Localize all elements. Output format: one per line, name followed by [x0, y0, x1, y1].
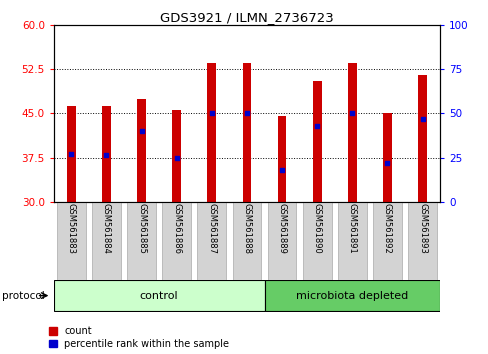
Bar	[407, 202, 436, 280]
Point	[207, 110, 215, 116]
Text: GSM561884: GSM561884	[102, 203, 111, 254]
Point	[243, 110, 250, 116]
Text: GSM561888: GSM561888	[242, 203, 251, 254]
Text: microbiota depleted: microbiota depleted	[296, 291, 407, 301]
Bar	[347, 63, 356, 202]
Bar	[54, 280, 264, 311]
Bar	[197, 202, 226, 280]
Bar	[92, 202, 121, 280]
Bar	[382, 113, 391, 202]
Text: GSM561892: GSM561892	[382, 203, 391, 254]
Point	[67, 151, 75, 157]
Text: protocol: protocol	[2, 291, 45, 301]
Text: GSM561893: GSM561893	[417, 203, 426, 254]
Bar	[337, 202, 366, 280]
Legend: count, percentile rank within the sample: count, percentile rank within the sample	[49, 326, 229, 349]
Bar	[102, 106, 111, 202]
Bar	[57, 202, 85, 280]
Bar	[172, 110, 181, 202]
Text: control: control	[140, 291, 178, 301]
Text: GSM561887: GSM561887	[207, 203, 216, 254]
Bar	[242, 63, 251, 202]
Bar	[302, 202, 331, 280]
Bar	[264, 280, 439, 311]
Point	[278, 167, 285, 173]
Point	[347, 110, 355, 116]
Bar	[312, 81, 321, 202]
Text: GSM561889: GSM561889	[277, 203, 286, 254]
Point	[138, 128, 145, 134]
Text: GSM561891: GSM561891	[347, 203, 356, 254]
Point	[102, 152, 110, 158]
Bar	[67, 106, 76, 202]
Text: GSM561886: GSM561886	[172, 203, 181, 254]
Bar	[127, 202, 156, 280]
Point	[383, 160, 390, 166]
Point	[172, 155, 180, 160]
Point	[313, 123, 321, 129]
Point	[418, 116, 426, 121]
Bar	[162, 202, 191, 280]
Text: GSM561883: GSM561883	[67, 203, 76, 254]
Title: GDS3921 / ILMN_2736723: GDS3921 / ILMN_2736723	[160, 11, 333, 24]
Bar	[267, 202, 296, 280]
Text: GSM561885: GSM561885	[137, 203, 146, 254]
Bar	[417, 75, 426, 202]
Text: GSM561890: GSM561890	[312, 203, 321, 254]
Bar	[232, 202, 261, 280]
Bar	[372, 202, 401, 280]
Bar	[137, 98, 146, 202]
Bar	[207, 63, 216, 202]
Bar	[277, 116, 286, 202]
